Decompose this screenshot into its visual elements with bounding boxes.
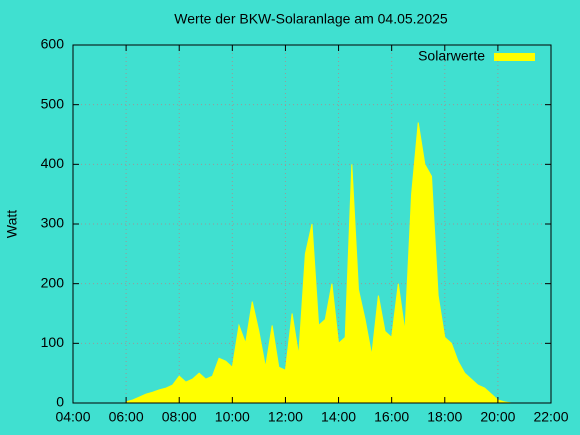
y-tick-label: 500	[41, 95, 65, 111]
x-tick-label: 04:00	[55, 409, 90, 425]
legend-swatch	[494, 53, 535, 61]
x-tick-label: 18:00	[427, 409, 462, 425]
x-tick-label: 14:00	[321, 409, 356, 425]
chart-title: Werte der BKW-Solaranlage am 04.05.2025	[174, 11, 448, 27]
x-tick-label: 20:00	[480, 409, 515, 425]
y-axis-label: Watt	[4, 210, 20, 238]
y-tick-label: 400	[41, 155, 65, 171]
legend-label: Solarwerte	[418, 48, 485, 64]
x-tick-label: 12:00	[268, 409, 303, 425]
x-tick-label: 08:00	[162, 409, 197, 425]
y-tick-label: 300	[41, 215, 65, 231]
y-tick-label: 100	[41, 334, 65, 350]
x-tick-label: 22:00	[533, 409, 568, 425]
y-tick-label: 200	[41, 274, 65, 290]
x-tick-label: 16:00	[374, 409, 409, 425]
x-tick-label: 06:00	[109, 409, 144, 425]
y-tick-label: 0	[56, 394, 64, 410]
area	[125, 122, 512, 404]
x-tick-label: 10:00	[215, 409, 250, 425]
y-tick-label: 600	[41, 36, 65, 52]
